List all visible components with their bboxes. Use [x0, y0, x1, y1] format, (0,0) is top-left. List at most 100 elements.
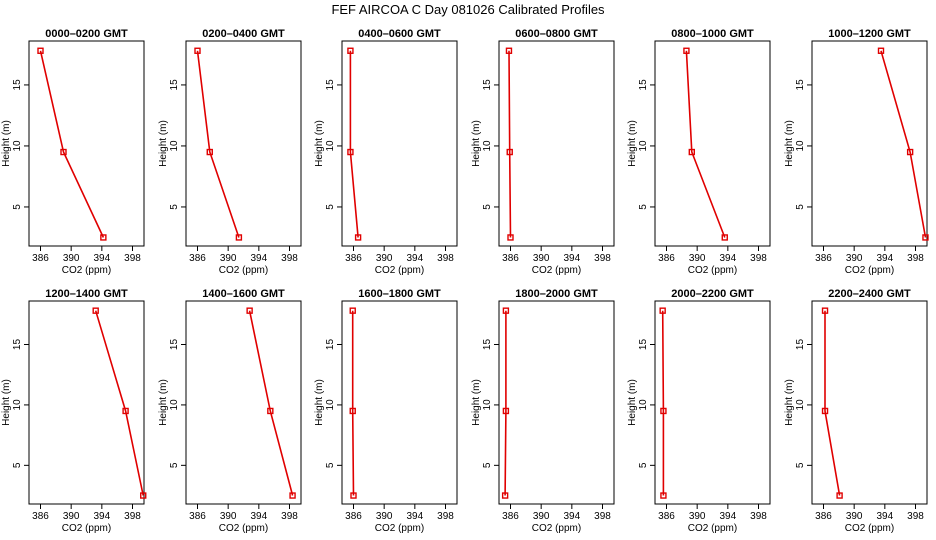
x-axis-label: CO2 (ppm)	[375, 265, 424, 276]
x-axis-label: CO2 (ppm)	[62, 265, 111, 276]
data-point	[347, 148, 354, 156]
data-point	[502, 407, 510, 415]
x-tick-label: 394	[406, 253, 423, 264]
y-tick-label: 15	[325, 79, 336, 91]
profile-panel: 1200–1400 GMT 386 390 394 398 CO2 (ppm) 5 10 15 H…	[1, 288, 147, 534]
profile-line	[196, 50, 240, 238]
x-tick-label: 386	[815, 511, 832, 522]
x-tick-label: 390	[689, 253, 706, 264]
profile-line	[349, 50, 359, 238]
x-tick-label: 386	[189, 511, 206, 522]
x-tick-label: 398	[750, 253, 767, 264]
profile-panel: 0000–0200 GMT 386 390 394 398 CO2 (ppm) 5 10 15 H…	[1, 28, 145, 276]
data-point	[877, 47, 885, 54]
y-tick-label: 5	[638, 462, 649, 468]
panel-title: 1000–1200 GMT	[828, 28, 911, 40]
x-axis-label: CO2 (ppm)	[845, 523, 894, 534]
data-point	[660, 407, 667, 415]
data-point	[235, 234, 243, 241]
y-tick-label: 15	[482, 79, 493, 91]
y-axis-label: Height (m)	[471, 120, 482, 167]
data-point	[347, 47, 354, 54]
y-tick-label: 5	[638, 204, 649, 210]
panel-title: 1400–1600 GMT	[202, 288, 285, 300]
x-tick-label: 386	[658, 511, 675, 522]
x-tick-label: 394	[406, 511, 423, 522]
y-tick-label: 15	[795, 339, 806, 351]
profile-line	[508, 50, 512, 238]
profile-panel: 1400–1600 GMT 386 390 394 398 CO2 (ppm) 5 10 15 H…	[158, 288, 302, 534]
plot-frame	[28, 300, 145, 505]
x-tick-label: 390	[846, 511, 863, 522]
panel-title: 1200–1400 GMT	[45, 288, 128, 300]
plot-frame	[341, 300, 458, 505]
panel-title: 0000–0200 GMT	[45, 28, 128, 40]
plot-frame	[341, 40, 458, 247]
data-point	[122, 407, 129, 415]
data-point	[92, 307, 99, 314]
y-tick-label: 15	[169, 79, 180, 91]
x-tick-label: 390	[220, 511, 237, 522]
profile-line	[824, 310, 841, 496]
x-axis-label: CO2 (ppm)	[219, 265, 268, 276]
profile-panel: 1000–1200 GMT 386 390 394 398 CO2 (ppm) 5 10 15 H…	[784, 28, 929, 276]
panel-grid: 0000–0200 GMT 386 390 394 398 CO2 (ppm) 5 10 15 H…	[1, 28, 929, 534]
plot-frame	[28, 40, 145, 247]
y-axis-label: Height (m)	[314, 120, 325, 167]
y-tick-label: 10	[12, 140, 23, 152]
x-tick-label: 394	[93, 511, 110, 522]
y-axis-label: Height (m)	[1, 379, 12, 426]
x-tick-label: 398	[750, 511, 767, 522]
data-point	[206, 148, 213, 156]
profile-line	[685, 50, 726, 238]
x-tick-label: 398	[907, 253, 924, 264]
x-tick-label: 394	[563, 511, 580, 522]
x-tick-label: 398	[907, 511, 924, 522]
x-tick-label: 386	[502, 253, 519, 264]
y-tick-label: 10	[12, 399, 23, 411]
data-point	[922, 234, 929, 241]
data-point	[350, 492, 357, 499]
x-tick-label: 386	[815, 253, 832, 264]
y-tick-label: 10	[638, 140, 649, 152]
data-point	[683, 47, 690, 54]
profile-panel: 0400–0600 GMT 386 390 394 398 CO2 (ppm) 5 10 15 H…	[314, 28, 458, 276]
profile-panel: 0800–1000 GMT 386 390 394 398 CO2 (ppm) 5 10 15 H…	[627, 28, 771, 276]
data-point	[501, 492, 509, 499]
x-tick-label: 394	[876, 511, 893, 522]
plot-frame	[654, 300, 771, 505]
y-tick-label: 10	[325, 399, 336, 411]
x-axis-label: CO2 (ppm)	[845, 265, 894, 276]
panel-title: 2200–2400 GMT	[828, 288, 911, 300]
x-tick-label: 398	[281, 253, 298, 264]
y-tick-label: 5	[482, 462, 493, 468]
data-point	[37, 47, 44, 54]
profile-line	[504, 310, 507, 496]
x-tick-label: 398	[124, 511, 141, 522]
y-tick-label: 10	[325, 140, 336, 152]
x-tick-label: 394	[876, 253, 893, 264]
data-point	[659, 307, 666, 314]
x-tick-label: 398	[594, 253, 611, 264]
x-tick-label: 398	[437, 253, 454, 264]
y-tick-label: 15	[482, 339, 493, 351]
y-tick-label: 15	[169, 339, 180, 351]
y-tick-label: 5	[325, 462, 336, 468]
panel-title: 1800–2000 GMT	[515, 288, 598, 300]
x-tick-label: 390	[533, 253, 550, 264]
data-point	[349, 307, 356, 314]
y-tick-label: 10	[169, 399, 180, 411]
y-tick-label: 5	[169, 204, 180, 210]
profile-panel: 0200–0400 GMT 386 390 394 398 CO2 (ppm) 5 10 15 H…	[158, 28, 302, 276]
plot-frame	[498, 300, 615, 505]
data-point	[505, 47, 513, 54]
y-axis-label: Height (m)	[627, 120, 638, 167]
x-tick-label: 394	[563, 253, 580, 264]
x-tick-label: 386	[502, 511, 519, 522]
y-tick-label: 10	[482, 140, 493, 152]
data-point	[906, 148, 914, 156]
x-tick-label: 398	[281, 511, 298, 522]
x-tick-label: 386	[345, 253, 362, 264]
data-point	[821, 307, 829, 314]
